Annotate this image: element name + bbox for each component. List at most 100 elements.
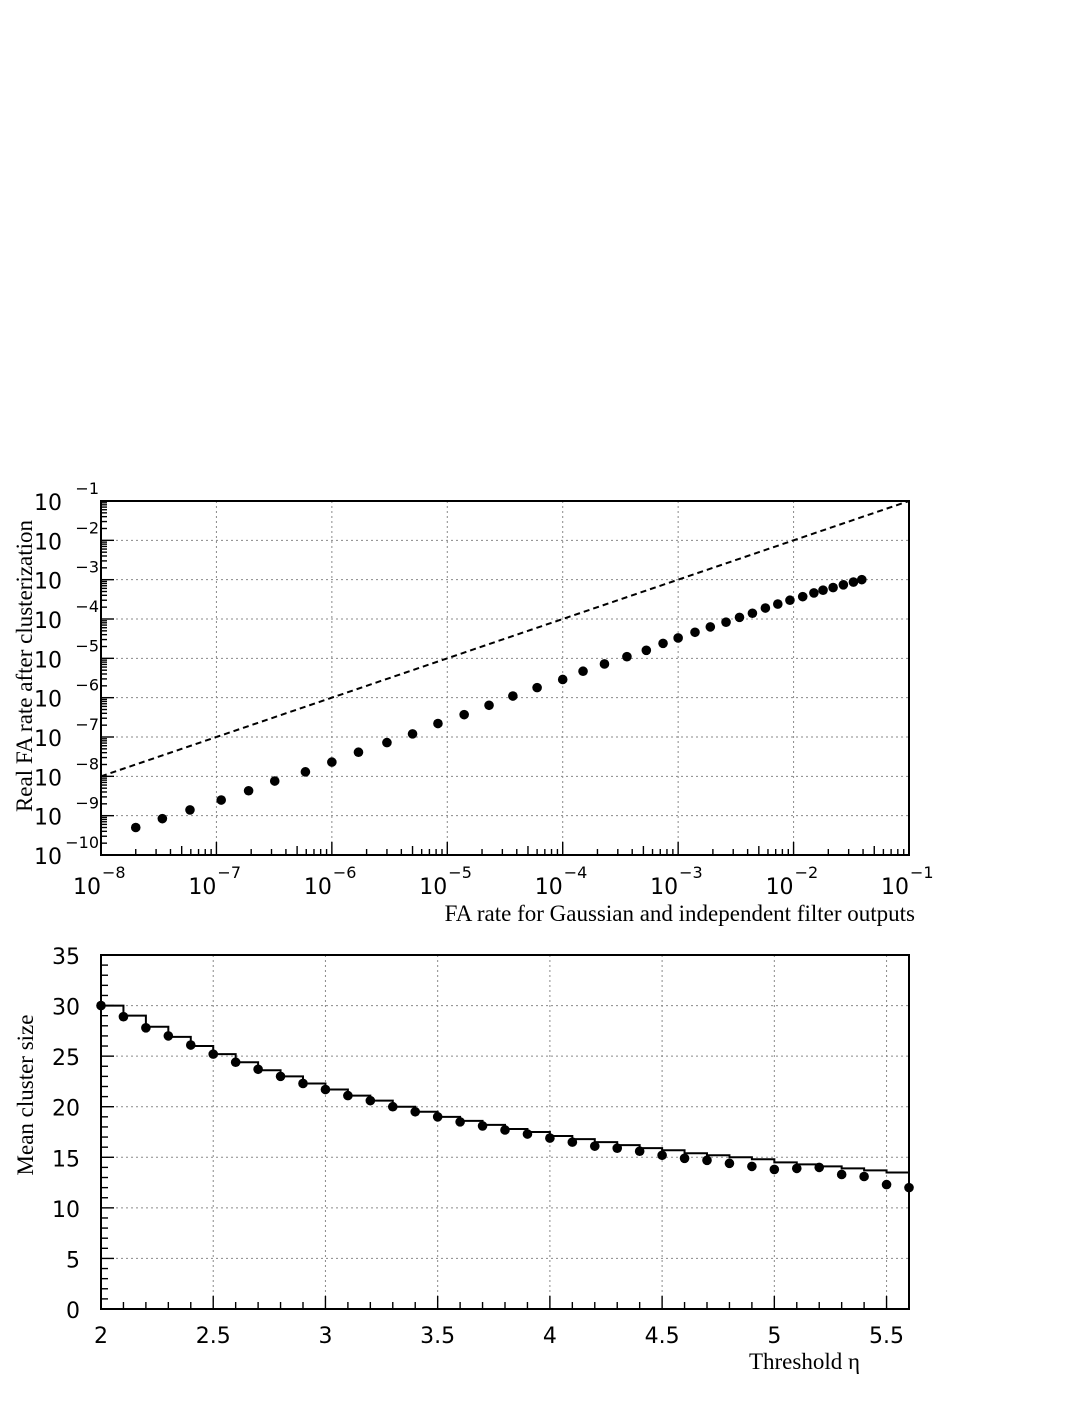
bottom-x-axis-label: Threshold η (749, 1349, 860, 1374)
bottom-data-point (455, 1117, 465, 1127)
bottom-y-tick-label: 30 (52, 996, 80, 1021)
top-x-tick-exponent: −4 (564, 863, 588, 882)
bottom-data-point (791, 1163, 802, 1174)
bottom-y-tick-label: 15 (52, 1147, 80, 1172)
top-x-tick-exponent: −3 (679, 863, 703, 882)
bottom-data-point (657, 1150, 667, 1161)
bottom-data-point (500, 1125, 510, 1135)
top-x-axis-label: FA rate for Gaussian and independent fil… (445, 901, 915, 926)
cluster-size-chart: 2 2.5 3 3.5 4 4.5 5 5.5 0 5 10 15 20 25 30 35 Threshold… (13, 945, 914, 1374)
top-y-tick-label: 10 (34, 688, 62, 713)
top-x-tick-label: 10 (73, 875, 101, 900)
top-data-point (760, 603, 771, 613)
top-data-point (690, 627, 700, 638)
top-x-tick-exponent: −7 (217, 863, 241, 882)
top-data-point (673, 633, 683, 643)
bottom-tick-labels: 2 2.5 3 3.5 4 4.5 5 5.5 0 5 10 15 20 25 30 35 (52, 945, 904, 1349)
bottom-data-point (545, 1133, 555, 1143)
step-histogram-line (101, 1004, 909, 1174)
top-data-point (772, 599, 783, 609)
top-data-point (578, 666, 588, 677)
bottom-y-tick-label: 10 (52, 1198, 80, 1223)
top-y-tick-label: 10 (34, 609, 62, 634)
bottom-x-tick-label: 5.5 (869, 1324, 904, 1349)
top-data-point (641, 645, 652, 656)
top-data-point (484, 700, 494, 711)
top-data-point (785, 595, 795, 606)
top-data-point (433, 718, 443, 729)
bottom-data-point (724, 1158, 735, 1169)
top-data-point (622, 651, 632, 662)
bottom-x-tick-label: 3 (318, 1324, 332, 1349)
fa-rate-chart: 10−810−710−610−510−410−310−210−110−1010−… (12, 479, 934, 926)
top-data-point (838, 580, 849, 590)
top-x-tick-exponent: −8 (102, 863, 126, 882)
top-data-point (856, 574, 867, 585)
bottom-data-point (298, 1078, 308, 1089)
top-y-tick-label: 10 (34, 845, 62, 870)
top-data-point (508, 691, 518, 701)
top-tick-labels: 10−810−710−610−510−410−310−210−110−1010−… (34, 479, 934, 900)
top-data-point (818, 585, 828, 595)
bottom-data-point (612, 1143, 623, 1153)
top-data-point (848, 577, 859, 587)
top-x-tick-label: 10 (304, 875, 332, 900)
bottom-data-point (387, 1101, 398, 1112)
top-y-tick-label: 10 (34, 727, 62, 752)
top-data-point (658, 638, 668, 649)
top-x-tick-exponent: −6 (333, 863, 357, 882)
top-y-tick-label: 10 (34, 491, 62, 516)
bottom-y-tick-label: 5 (66, 1248, 80, 1273)
bottom-data-point (118, 1011, 129, 1022)
bottom-data-point (410, 1106, 421, 1117)
top-data-point (532, 682, 542, 693)
bottom-data-points (96, 1000, 914, 1193)
bottom-data-point (702, 1155, 712, 1166)
top-plot-frame (100, 500, 910, 856)
bottom-grid (101, 955, 909, 1309)
bottom-x-tick-label: 4.5 (645, 1324, 680, 1349)
bottom-data-point (859, 1171, 869, 1182)
top-data-point (157, 813, 168, 824)
bottom-data-point (253, 1064, 263, 1075)
top-y-tick-exponent: −8 (75, 754, 99, 773)
bottom-y-tick-label: 0 (66, 1299, 80, 1324)
top-data-point (809, 588, 819, 598)
reference-diagonal-line (100, 500, 910, 778)
top-y-axis-label: Real FA rate after clusterization (12, 519, 37, 812)
top-data-point (599, 659, 610, 669)
top-data-point (705, 622, 716, 632)
top-y-tick-exponent: −5 (75, 636, 99, 655)
top-data-point (459, 709, 469, 720)
top-data-point (734, 612, 745, 623)
top-data-point (828, 582, 838, 593)
bottom-data-point (814, 1162, 825, 1173)
top-data-point (747, 608, 758, 619)
top-data-point (216, 795, 227, 805)
bottom-data-point (477, 1121, 488, 1131)
top-y-tick-exponent: −3 (75, 558, 99, 577)
top-y-tick-exponent: −6 (75, 676, 99, 695)
top-data-point (407, 729, 418, 739)
top-data-point (185, 805, 195, 815)
top-data-point (797, 591, 808, 602)
bottom-data-point (141, 1023, 151, 1033)
bottom-data-point (769, 1164, 780, 1175)
bottom-x-tick-label: 4 (543, 1324, 557, 1349)
top-data-point (721, 617, 731, 627)
bottom-y-tick-label: 25 (52, 1046, 80, 1071)
bottom-x-tick-label: 5 (767, 1324, 781, 1349)
top-y-tick-exponent: −7 (75, 715, 99, 734)
bottom-data-point (589, 1141, 600, 1151)
top-y-tick-exponent: −9 (75, 794, 99, 813)
bottom-data-point (185, 1040, 196, 1050)
top-x-tick-exponent: −5 (448, 863, 472, 882)
top-data-point (327, 757, 337, 767)
bottom-data-point (432, 1112, 443, 1122)
top-data-points (130, 574, 867, 833)
top-y-tick-label: 10 (34, 766, 62, 791)
top-y-tick-label: 10 (34, 530, 62, 555)
top-data-point (243, 785, 254, 796)
bottom-data-point (230, 1057, 241, 1068)
